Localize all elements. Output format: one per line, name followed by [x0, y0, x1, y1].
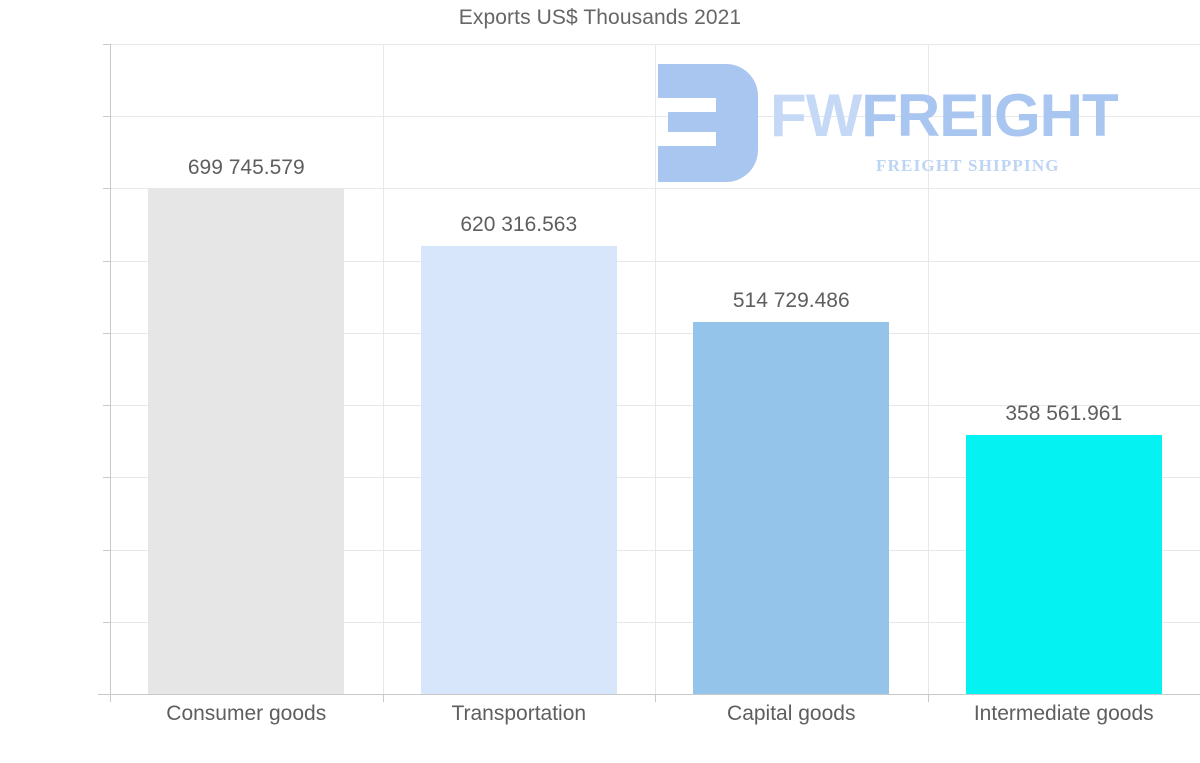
bar[interactable]: [148, 188, 345, 694]
x-axis-tick-mark: [110, 695, 111, 702]
x-axis-tick-label: Transportation: [451, 702, 587, 725]
x-axis-line: [98, 694, 1200, 695]
x-axis-tick-label: Capital goods: [727, 702, 856, 725]
bar[interactable]: [693, 322, 890, 694]
bar-value-label: 358 561.961: [1005, 402, 1123, 426]
bar[interactable]: [420, 246, 617, 694]
y-axis-tick-mark: [103, 549, 110, 551]
y-axis-tick-mark: [103, 44, 110, 45]
bar-value-label: 699 745.579: [187, 155, 305, 179]
gridline-vertical: [382, 44, 384, 694]
y-axis-tick-mark: [103, 405, 110, 407]
bar-value-label: 620 316.563: [460, 212, 578, 236]
gridline-vertical: [927, 44, 929, 694]
y-axis-tick-mark: [103, 116, 110, 118]
x-axis-tick-mark: [927, 695, 929, 702]
y-axis-tick-mark: [103, 621, 110, 623]
plot-area: 699 745.579 620 316.563 514 729.486 358 561…: [98, 44, 1200, 702]
y-axis-line: [110, 44, 111, 695]
x-axis-tick-mark: [655, 695, 656, 702]
y-axis-tick-mark: [103, 332, 110, 334]
x-axis-tick-label: Intermediate goods: [973, 702, 1154, 725]
y-axis-tick-mark: [103, 260, 110, 262]
x-axis-tick-mark: [382, 695, 384, 702]
y-axis-tick-mark: [103, 188, 110, 190]
y-axis-tick-mark: [103, 477, 110, 479]
bar[interactable]: [965, 435, 1162, 694]
chart-title: Exports US$ Thousands 2021: [458, 6, 742, 29]
x-axis-tick-label: Consumer goods: [166, 702, 327, 725]
gridline-vertical: [655, 44, 656, 694]
bar-value-label: 514 729.486: [732, 289, 850, 313]
